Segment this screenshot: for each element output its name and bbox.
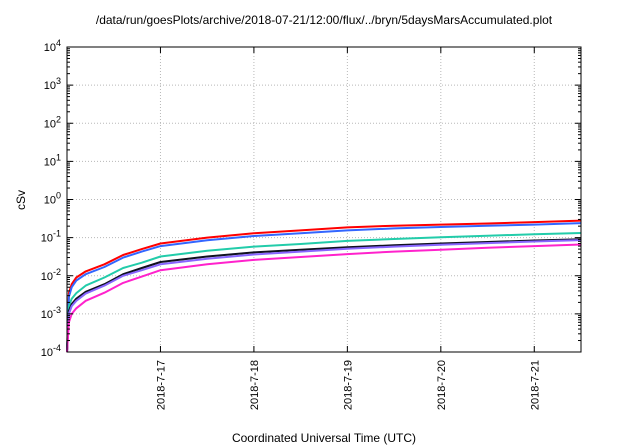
plot-frame (66, 46, 582, 353)
series-line-4 (66, 238, 582, 353)
grid (67, 47, 581, 352)
series-line-2 (66, 222, 582, 353)
x-tick-label: 2018-7-17 (155, 360, 167, 410)
y-tick-label: 103 (44, 76, 61, 92)
series-lines (66, 219, 582, 353)
y-tick-label: 10-1 (41, 229, 61, 245)
y-tick-label: 104 (44, 38, 61, 54)
series-line-3 (66, 232, 582, 353)
x-tick-label: 2018-7-20 (436, 360, 448, 410)
x-tick-label: 2018-7-19 (342, 360, 354, 410)
y-tick-label: 10-3 (41, 305, 61, 321)
x-tick-label: 2018-7-18 (249, 360, 261, 410)
y-axis-ticks: 10-4 10-3 10-2 10-1 100 101 102 103 104 (41, 38, 581, 359)
y-tick-label: 100 (44, 191, 61, 207)
series-line-6 (66, 243, 582, 353)
y-tick-label: 102 (44, 114, 61, 130)
series-line-5 (66, 239, 582, 353)
x-axis-label: Coordinated Universal Time (UTC) (232, 431, 416, 445)
y-tick-label: 101 (44, 152, 61, 168)
x-tick-label: 2018-7-21 (529, 360, 541, 410)
y-tick-label: 10-2 (41, 267, 61, 283)
y-tick-label: 10-4 (41, 343, 61, 359)
chart-title: /data/run/goesPlots/archive/2018-07-21/1… (96, 13, 553, 27)
x-axis-ticks: 2018-7-17 2018-7-18 2018-7-19 2018-7-20 2018… (155, 47, 541, 410)
series-line-1 (66, 219, 582, 353)
y-axis-label: cSv (14, 190, 28, 210)
